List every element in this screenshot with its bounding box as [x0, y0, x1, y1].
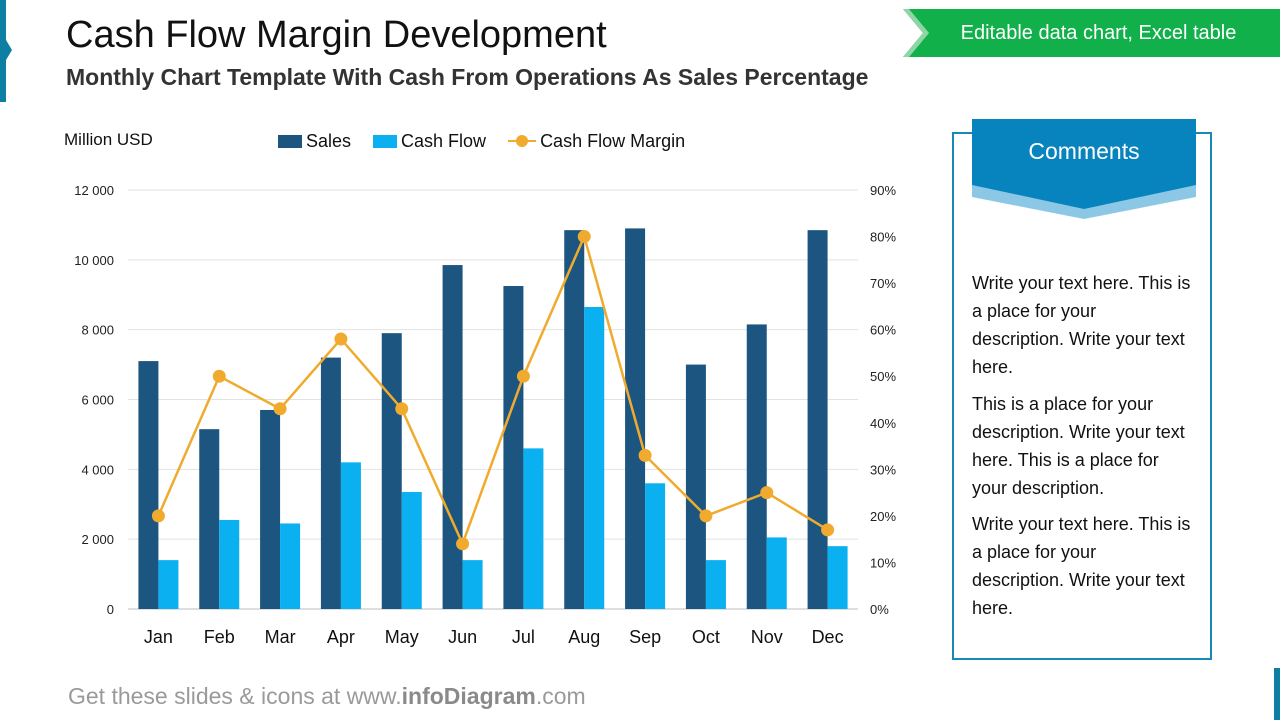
bar-cash-flow	[523, 448, 544, 609]
y-tick-label-left: 8 000	[81, 323, 114, 338]
bar-cash-flow	[827, 546, 848, 609]
comments-title: Comments	[1028, 138, 1140, 164]
badge-shape	[903, 9, 1280, 57]
x-tick-label: Sep	[629, 627, 661, 647]
legend-label-margin: Cash Flow Margin	[540, 130, 686, 151]
chart-legend: Sales Cash Flow Cash Flow Margin	[278, 130, 707, 152]
legend-swatch-sales	[278, 134, 302, 148]
y-tick-label-right: 60%	[870, 323, 896, 338]
y-tick-label-left: 6 000	[81, 393, 114, 408]
comment-paragraph-2: This is a place for your description. Wr…	[972, 394, 1185, 498]
x-tick-label: May	[385, 627, 419, 647]
bar-sales	[746, 324, 767, 609]
legend-label-sales: Sales	[306, 130, 352, 151]
legend-label-cash-flow: Cash Flow	[401, 130, 487, 151]
comments-header-shape	[972, 119, 1196, 219]
margin-point	[760, 486, 774, 500]
bar-cash-flow	[645, 483, 666, 609]
y-tick-label-right: 20%	[870, 509, 896, 524]
margin-line	[157, 232, 829, 548]
x-tick-label: Nov	[751, 627, 783, 647]
page-subtitle: Monthly Chart Template With Cash From Op…	[66, 64, 869, 90]
y-tick-label-right: 30%	[870, 462, 896, 477]
y-tick-label-left: 2 000	[81, 532, 114, 547]
margin-point	[212, 369, 226, 383]
left-accent-tip	[6, 40, 12, 60]
x-tick-label: Mar	[265, 627, 296, 647]
legend-item-cash-flow: Cash Flow	[373, 131, 486, 152]
x-tick-label: Jan	[144, 627, 173, 647]
cash-flow-chart: 0 2 000 4 000 6 000 8 000 10 000 12 000 0% 10% 20…	[74, 183, 896, 647]
margin-point	[395, 402, 409, 416]
bar-cash-flow	[584, 306, 605, 609]
y-tick-label-left: 0	[107, 602, 114, 617]
bar-sales	[138, 361, 159, 609]
bar-cash-flow	[766, 537, 787, 609]
left-accent-bar	[0, 0, 6, 102]
x-tick-label: Jul	[512, 627, 535, 647]
y-axis-unit-label: Million USD	[64, 130, 153, 149]
footer-credit: Get these slides & icons at www.infoDiag…	[68, 683, 586, 710]
bar-cash-flow	[158, 560, 179, 609]
margin-point	[638, 448, 652, 462]
y-tick-label-left: 10 000	[74, 253, 114, 268]
y-tick-label-right: 0%	[870, 602, 889, 617]
y-tick-label-right: 40%	[870, 416, 896, 431]
bar-sales	[685, 364, 706, 609]
footer-prefix: Get these slides & icons at www.	[68, 683, 402, 709]
y-tick-label-right: 10%	[870, 555, 896, 570]
x-tick-label: Jun	[448, 627, 477, 647]
x-tick-label: Feb	[204, 627, 235, 647]
comment-paragraph-1: Write your text here. This is a place fo…	[972, 273, 1191, 377]
x-tick-label: Oct	[692, 627, 720, 647]
bar-cash-flow	[401, 492, 422, 609]
bar-cash-flow	[705, 560, 726, 609]
right-accent-bar	[1274, 668, 1280, 720]
bar-sales	[503, 286, 524, 609]
y-tick-label-right: 90%	[870, 183, 896, 198]
bar-sales	[564, 230, 585, 609]
margin-point	[273, 402, 287, 416]
bar-cash-flow	[280, 523, 301, 609]
page-title: Cash Flow Margin Development	[66, 14, 607, 56]
bar-sales	[320, 357, 341, 609]
legend-item-margin: Cash Flow Margin	[508, 131, 685, 152]
bar-cash-flow	[340, 462, 361, 609]
editable-badge: Editable data chart, Excel table	[903, 9, 1280, 57]
margin-point	[456, 537, 470, 551]
x-tick-label: Aug	[568, 627, 600, 647]
margin-point	[699, 509, 713, 523]
margin-point	[516, 369, 530, 383]
margin-point	[821, 523, 835, 537]
y-tick-label-right: 80%	[870, 230, 896, 245]
bar-sales	[442, 265, 463, 609]
bar-cash-flow	[462, 560, 483, 609]
legend-item-sales: Sales	[278, 131, 351, 152]
bar-cash-flow	[219, 519, 240, 609]
footer-brand: infoDiagram	[401, 683, 536, 709]
bar-sales	[381, 333, 402, 609]
x-tick-label: Dec	[812, 627, 844, 647]
x-tick-label: Apr	[327, 627, 355, 647]
y-tick-label-right: 70%	[870, 276, 896, 291]
y-tick-label-right: 50%	[870, 369, 896, 384]
comment-paragraph-3: Write your text here. This is a place fo…	[972, 514, 1191, 618]
y-tick-label-left: 4 000	[81, 462, 114, 477]
legend-marker-margin	[508, 134, 537, 148]
margin-point	[151, 509, 165, 523]
legend-swatch-cash-flow	[373, 134, 398, 148]
y-tick-label-left: 12 000	[74, 183, 114, 198]
bar-sales	[199, 429, 220, 609]
badge-label: Editable data chart, Excel table	[960, 22, 1237, 44]
margin-point	[334, 332, 348, 346]
bar-sales	[260, 409, 281, 609]
margin-point	[577, 230, 591, 244]
footer-suffix: .com	[535, 683, 586, 709]
bar-sales	[807, 230, 828, 609]
